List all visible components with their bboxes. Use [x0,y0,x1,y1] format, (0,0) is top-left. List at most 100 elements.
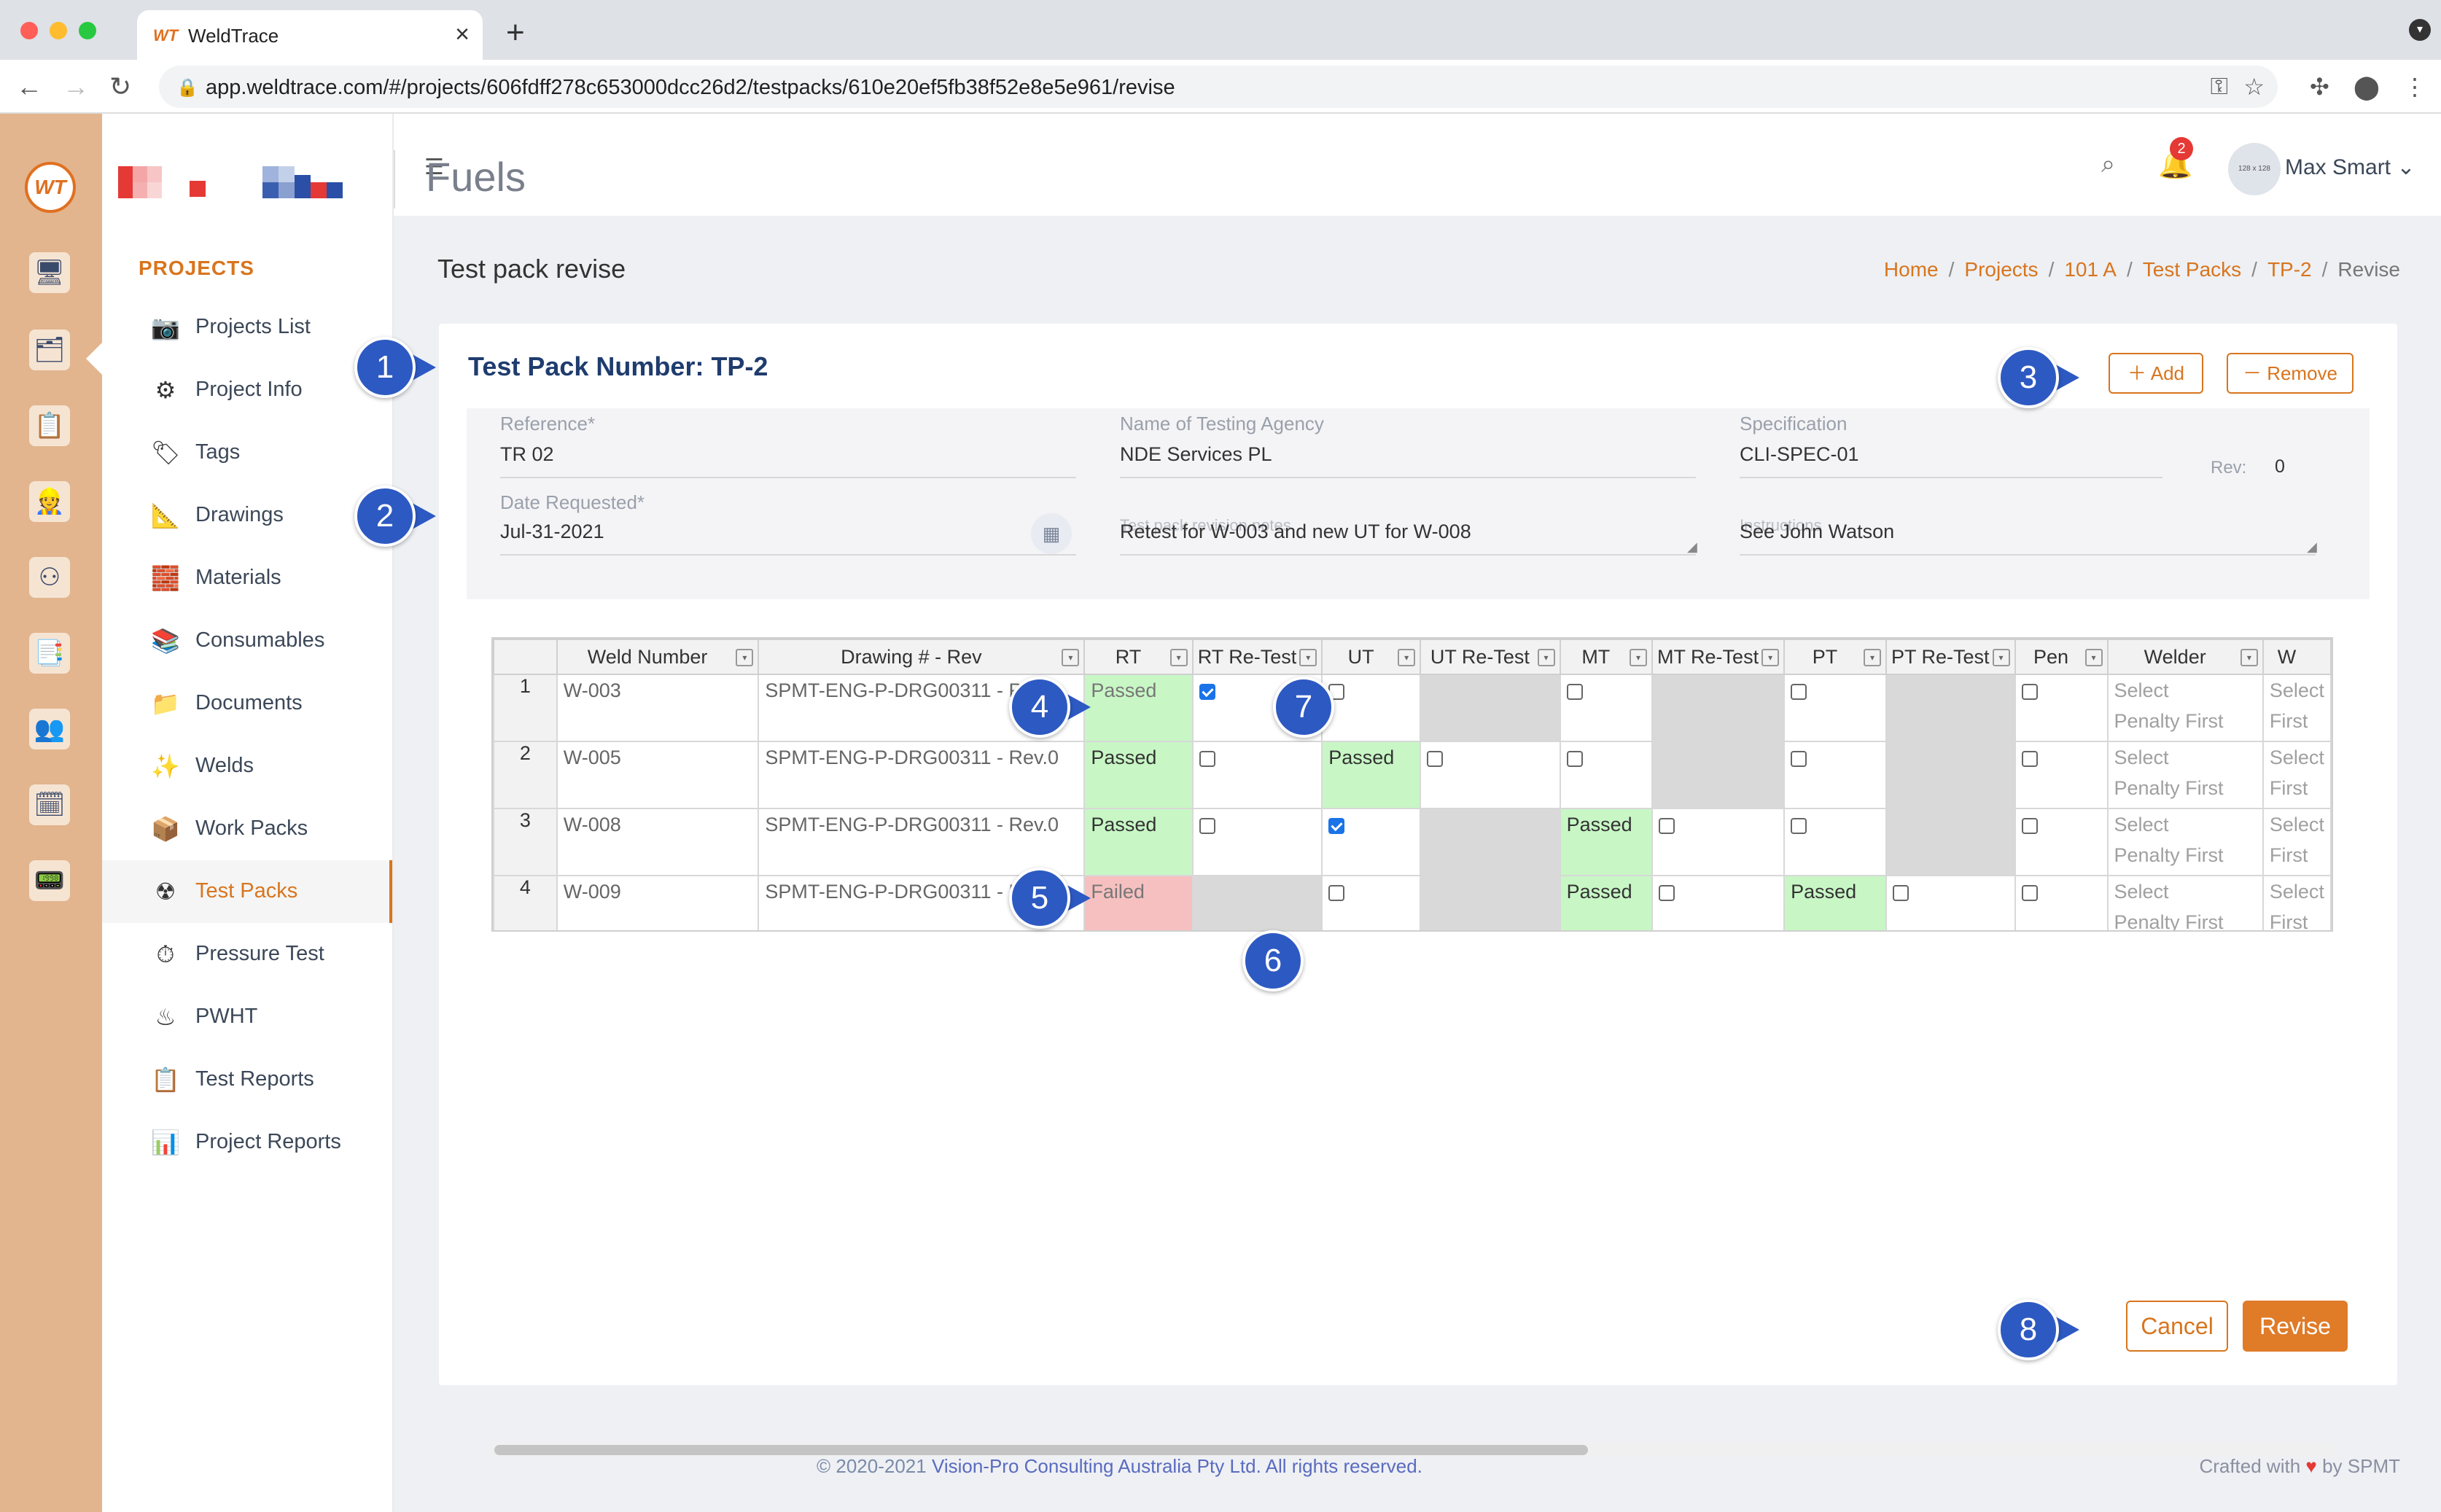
filter-icon[interactable]: ▾ [736,649,754,666]
column-pen[interactable]: Pen ▾ [2014,639,2109,675]
avatar[interactable]: 128 x 128 [2228,143,2281,195]
column-ut-retest[interactable]: UT Re-Test ▾ [1420,639,1561,675]
pt-checkbox[interactable] [1791,818,1807,834]
cancel-button[interactable]: Cancel [2126,1301,2228,1352]
column-rt-retest[interactable]: RT Re-Test ▾ [1191,639,1323,675]
column-rt[interactable]: RT ▾ [1083,639,1194,675]
pen-checkbox[interactable] [2021,818,2038,834]
settings-clipboard-icon[interactable]: 📋 [29,405,70,446]
filter-icon[interactable]: ▾ [1630,649,1648,666]
notes-resize-handle[interactable]: ◢ [1687,539,1697,554]
sidebar-item-test-packs[interactable]: ☢ Test Packs [102,860,392,923]
tab-close-icon[interactable]: × [455,20,470,48]
rt-cell[interactable]: Passed [1083,741,1194,809]
instructions-textarea[interactable]: See John Watson [1740,521,1895,542]
specification-field[interactable]: CLI-SPEC-01 [1740,443,1859,465]
breadcrumb-projects[interactable]: Projects [1964,258,2039,281]
column-next[interactable]: W [2262,639,2332,675]
remove-button[interactable]: － Remove [2227,353,2354,394]
pen-checkbox[interactable] [2021,684,2038,700]
column-welder[interactable]: Welder ▾ [2106,639,2264,675]
sidebar-item-project-reports[interactable]: 📊 Project Reports [102,1111,392,1174]
weld-number-cell[interactable]: W-005 [556,741,760,809]
breadcrumb-home[interactable]: Home [1883,258,1939,281]
dashboard-icon[interactable]: 🖥 [29,252,70,293]
drawing-cell[interactable]: SPMT-ENG-P-DRG00311 - Rev.0 [758,741,1086,809]
new-tab-icon[interactable]: + [506,15,525,50]
add-button[interactable]: ＋ Add [2109,353,2203,394]
ut-checkbox[interactable] [1328,818,1345,834]
weld-number-cell[interactable]: W-008 [556,808,760,876]
welder-select[interactable]: Select Penalty First [2106,808,2264,876]
filter-icon[interactable]: ▾ [1992,649,2010,666]
mt-checkbox[interactable] [1566,684,1583,700]
welder-select[interactable]: Select Penalty First [2106,674,2264,742]
pen-checkbox[interactable] [2021,751,2038,767]
calendar-icon[interactable]: ▦ [1031,513,1072,554]
column-weld-number[interactable]: Weld Number ▾ [556,639,760,675]
next-select[interactable]: Select First [2262,741,2332,809]
pt-cell[interactable]: Passed [1783,875,1887,930]
schedule-icon[interactable]: 🗓 [29,784,70,825]
filter-icon[interactable]: ▾ [1398,649,1416,666]
search-icon[interactable]: ⌕ [2101,150,2116,178]
sidebar-item-documents[interactable]: 📁 Documents [102,672,392,735]
breadcrumb-test-pack[interactable]: TP-2 [2267,258,2312,281]
next-select[interactable]: Select First [2262,808,2332,876]
sidebar-item-test-reports[interactable]: 📋 Test Reports [102,1048,392,1111]
drawing-cell[interactable]: SPMT-ENG-P-DRG00311 - Rev.0 [758,808,1086,876]
filter-icon[interactable]: ▾ [1761,649,1780,666]
address-bar[interactable]: 🔒 app.weldtrace.com/#/projects/606fdff27… [159,66,2278,108]
reports-board-icon[interactable]: 📑 [29,633,70,674]
mt-retest-checkbox[interactable] [1659,818,1675,834]
date-requested-field[interactable]: Jul-31-2021 [500,521,604,542]
reload-icon[interactable]: ↻ [109,71,132,101]
weld-number-cell[interactable]: W-009 [556,875,760,930]
scrollbar-thumb[interactable] [494,1445,1588,1455]
sidebar-item-tags[interactable]: 🏷 Tags [102,421,392,484]
reference-field[interactable]: TR 02 [500,443,554,465]
sidebar-item-work-packs[interactable]: 📦 Work Packs [102,798,392,860]
revision-notes-textarea[interactable]: Retest for W-003 and new UT for W-008 [1120,521,1471,542]
key-icon[interactable]: ⚿ [2210,73,2228,99]
pt-checkbox[interactable] [1791,684,1807,700]
welder-select[interactable]: Select Penalty First [2106,875,2264,930]
star-icon[interactable]: ☆ [2243,74,2265,100]
forward-arrow-icon[interactable]: → [63,71,89,101]
instructions-resize-handle[interactable]: ◢ [2307,539,2317,554]
sidebar-item-pwht[interactable]: ♨ PWHT [102,986,392,1048]
sidebar-item-consumables[interactable]: 📚 Consumables [102,609,392,672]
projects-folder-icon[interactable]: 🗂 [29,330,70,370]
maximize-window-button[interactable] [79,22,96,39]
sidebar-item-pressure-test[interactable]: ⏱ Pressure Test [102,923,392,986]
pt-checkbox[interactable] [1791,751,1807,767]
mt-cell[interactable]: Passed [1559,875,1654,930]
rt-retest-checkbox[interactable] [1199,684,1215,700]
next-select[interactable]: Select First [2262,674,2332,742]
column-drawing-rev[interactable]: Drawing # - Rev ▾ [758,639,1086,675]
agency-field[interactable]: NDE Services PL [1120,443,1272,465]
column-ut[interactable]: UT ▾ [1321,639,1422,675]
column-mt-retest[interactable]: MT Re-Test ▾ [1651,639,1786,675]
column-pt-retest[interactable]: PT Re-Test ▾ [1885,639,2016,675]
rt-cell[interactable]: Failed [1083,875,1194,930]
sidebar-item-project-info[interactable]: ⚙ Project Info [102,359,392,421]
sidebar-item-drawings[interactable]: 📐 Drawings [102,484,392,547]
column-mt[interactable]: MT ▾ [1559,639,1654,675]
welder-icon[interactable]: 👷 [29,481,70,522]
filter-icon[interactable]: ▾ [1537,649,1555,666]
menu-toggle-icon[interactable]: ☰ [424,155,444,179]
mt-checkbox[interactable] [1566,751,1583,767]
profile-extension-icon[interactable]: ⬤ [2354,74,2380,100]
weldtrace-logo[interactable]: WT [25,162,76,213]
pt-retest-checkbox[interactable] [1893,885,1909,901]
browser-tab[interactable]: WT WeldTrace × [137,10,483,60]
filter-icon[interactable]: ▾ [1864,649,1881,666]
sidebar-item-projects-list[interactable]: 📷 Projects List [102,296,392,359]
pen-checkbox[interactable] [2021,885,2038,901]
filter-icon[interactable]: ▾ [1169,649,1188,666]
next-select[interactable]: Select First [2262,875,2332,930]
rt-retest-checkbox[interactable] [1199,818,1215,834]
grid-horizontal-scrollbar[interactable] [491,1442,2333,1457]
breadcrumb-test-packs[interactable]: Test Packs [2142,258,2242,281]
